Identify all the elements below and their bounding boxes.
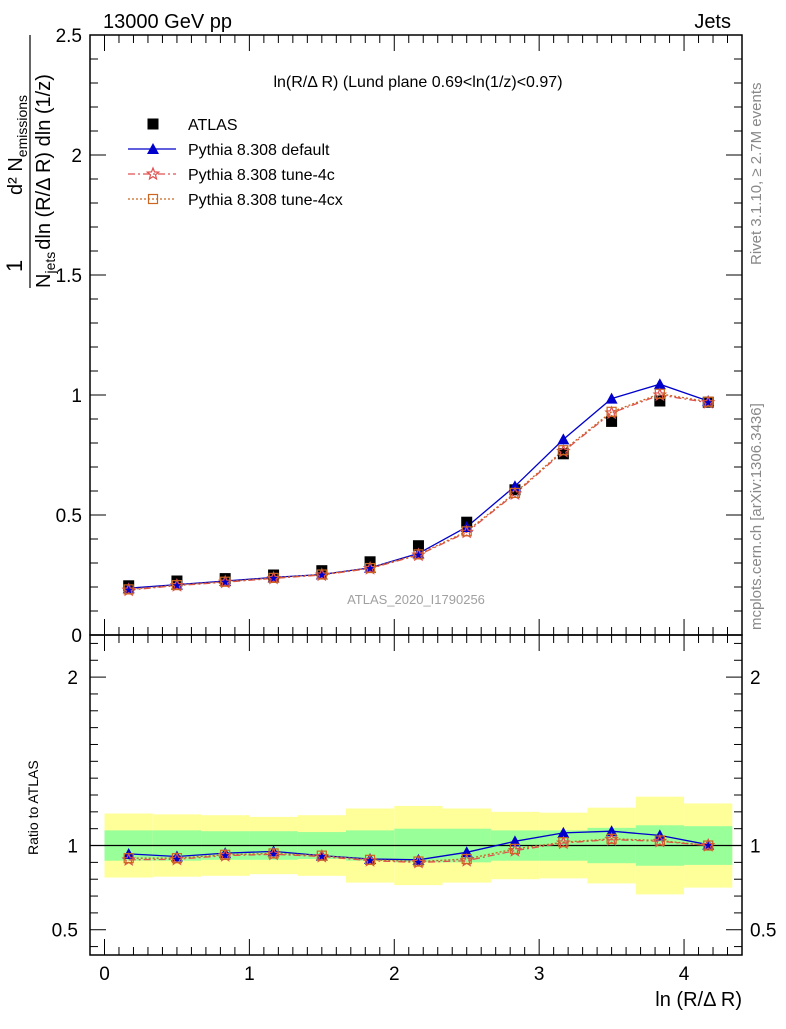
ratio-data-point [171, 853, 183, 864]
ratio-data-point [605, 825, 618, 837]
y-tick-label: 2.5 [56, 26, 82, 47]
data-point [461, 526, 472, 537]
ratio-series-markers [121, 825, 716, 869]
data-point [316, 569, 327, 580]
data-point [509, 487, 521, 499]
y-tick-label: 0.5 [56, 506, 82, 527]
main-series-markers [121, 378, 716, 597]
mcplots-label: mcplots.cern.ch [arXiv:1306.3436] [748, 403, 765, 630]
ratio-data-point [558, 837, 569, 848]
main-y-ticks: 0 0.5 1 1.5 2 2.5 [56, 26, 743, 647]
data-point [653, 378, 666, 390]
watermark: ATLAS_2020_I1790256 [347, 592, 485, 607]
ratio-data-point [654, 835, 665, 846]
legend-marker [147, 118, 159, 130]
x-tick-label: 0 [99, 964, 110, 985]
ratio-data-point [364, 854, 376, 865]
x-tick-label: 3 [534, 964, 545, 985]
ratio-data-point [413, 856, 424, 867]
legend-entry: Pythia 8.308 tune-4cx [188, 192, 343, 209]
series-line [128, 394, 709, 591]
legend-marker [147, 193, 159, 205]
ratio-data-point [557, 826, 570, 838]
x-tick-label: 2 [389, 964, 400, 985]
ratio-data-point [170, 850, 183, 862]
data-point [171, 579, 183, 591]
data-point [558, 445, 569, 456]
y-tick-label: 1.5 [56, 266, 82, 287]
main-plot: 0 0.5 1 1.5 2 2.5 ln(R/Δ R) (Lund plane 0.69<… [2, 26, 743, 647]
y-label-top: d² Nemissions [5, 95, 30, 195]
ratio-data-point [316, 850, 327, 861]
y-tick-label: 0 [71, 626, 82, 647]
ratio-y-tick-label-right: 2 [750, 668, 761, 689]
y-label-prefix: 1 [2, 260, 27, 272]
legend-entry: ATLAS [188, 117, 238, 134]
ratio-y-tick-label: 1 [67, 837, 78, 858]
data-point [268, 572, 279, 583]
data-point [413, 549, 424, 560]
ratio-data-point [267, 845, 280, 857]
x-axis-label: ln (R/Δ R) [655, 989, 742, 1011]
ratio-data-point [606, 833, 617, 844]
y-tick-label: 2 [71, 146, 82, 167]
ratio-data-point [703, 840, 714, 851]
data-point [557, 433, 570, 445]
ratio-data-point [220, 849, 231, 860]
data-point [605, 392, 618, 404]
data-point [606, 415, 618, 427]
legend-entry: Pythia 8.308 tune-4c [188, 167, 335, 184]
series-line [128, 393, 709, 591]
ratio-data-point [509, 843, 521, 854]
x-axis-ticks: 0 1 2 3 4 [99, 635, 743, 985]
ratio-y-tick-label-right: 1 [750, 837, 761, 858]
ratio-y-tick-label: 2 [67, 668, 78, 689]
main-title: ln(R/Δ R) (Lund plane 0.69<ln(1/z)<0.97) [273, 74, 562, 91]
x-tick-label: 1 [244, 964, 255, 985]
ratio-y-label: Ratio to ATLAS [25, 760, 41, 855]
data-point [220, 576, 231, 587]
data-point [703, 396, 714, 407]
ratio-plot: 0.5 0.5 1 1 2 2 Ratio to ATLAS 0 1 2 3 4 ln (R/Δ … [25, 634, 776, 1011]
y-tick-label: 1 [71, 386, 82, 407]
y-label-bottom: Njetsdln (R/Δ R) dln (1/z) [33, 74, 58, 288]
x-tick-label: 4 [679, 964, 690, 985]
data-point [364, 562, 376, 574]
ratio-data-point [461, 853, 472, 865]
ratio-frame [89, 634, 743, 956]
header-right: Jets [694, 11, 731, 33]
ratio-data-point [123, 853, 134, 864]
data-point [606, 406, 617, 417]
data-point [123, 584, 134, 595]
data-point [654, 388, 665, 399]
rivet-label: Rivet 3.1.10, ≥ 2.7M events [748, 83, 765, 266]
legend-marker [145, 166, 161, 181]
legend-entry: Pythia 8.308 default [188, 142, 330, 159]
ratio-y-ticks: 0.5 0.5 1 1 2 2 [52, 642, 776, 948]
main-y-label: 1 d² Nemissions Njetsdln (R/Δ R) dln (1/… [2, 35, 58, 288]
data-point [654, 395, 666, 407]
ratio-y-tick-label: 0.5 [52, 921, 78, 942]
ratio-data-point [268, 848, 279, 859]
legend-marker [147, 143, 159, 154]
legend: ATLAS Pythia 8.308 default Pythia 8.308 tu… [128, 117, 343, 209]
data-point [412, 540, 424, 552]
header-left: 13000 GeV pp [103, 11, 232, 33]
ratio-data-point [508, 835, 521, 847]
ratio-y-tick-label-right: 0.5 [750, 921, 776, 942]
